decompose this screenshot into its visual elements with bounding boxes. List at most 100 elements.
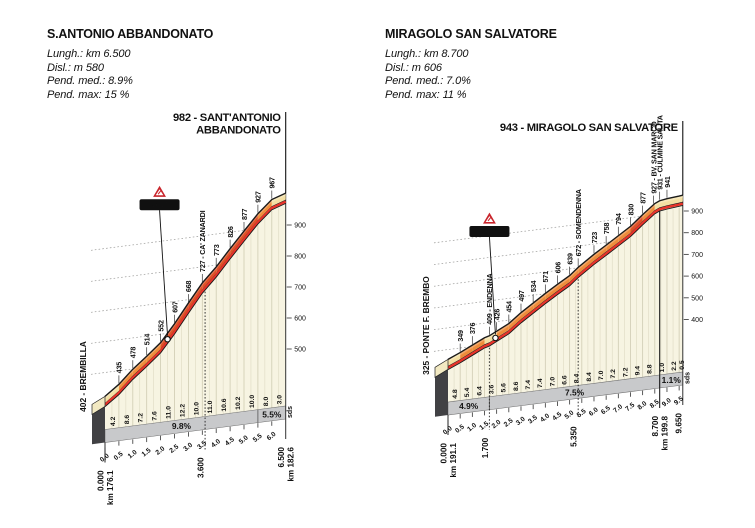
svg-text:500: 500 — [294, 347, 306, 354]
svg-text:478: 478 — [129, 347, 138, 359]
watermark-0: sds — [287, 406, 294, 418]
svg-text:1.0: 1.0 — [466, 422, 478, 433]
svg-text:982 - SANT'ANTONIO: 982 - SANT'ANTONIO — [173, 112, 281, 124]
svg-text:514: 514 — [143, 334, 152, 346]
svg-text:1.1%: 1.1% — [662, 375, 682, 385]
svg-text:7.4: 7.4 — [525, 380, 532, 390]
svg-text:3.0: 3.0 — [277, 395, 284, 405]
max-gradient-sign-1: max 11% — [469, 211, 510, 342]
svg-text:6.6: 6.6 — [562, 375, 569, 385]
svg-text:3.5: 3.5 — [196, 440, 208, 451]
climb-title: S.ANTONIO ABBANDONATO — [47, 27, 214, 41]
stat-length: Lungh.: km 6.500 — [47, 48, 131, 60]
svg-text:7.0: 7.0 — [549, 377, 556, 387]
svg-text:7.2: 7.2 — [610, 369, 617, 379]
svg-text:4.9%: 4.9% — [459, 401, 479, 411]
svg-text:sds: sds — [287, 406, 294, 418]
svg-text:8.700: 8.700 — [651, 416, 660, 437]
svg-text:4.8: 4.8 — [452, 389, 459, 399]
svg-text:900: 900 — [691, 209, 703, 216]
svg-text:5.4: 5.4 — [464, 388, 471, 398]
svg-text:435: 435 — [115, 362, 124, 374]
svg-text:826: 826 — [226, 226, 235, 238]
svg-text:409 - ENDENNA: 409 - ENDENNA — [485, 273, 494, 324]
svg-text:6.500: 6.500 — [277, 447, 286, 468]
svg-text:km 182.6: km 182.6 — [287, 447, 296, 482]
svg-text:967: 967 — [268, 177, 277, 189]
route-labels-0: 435 478 514 552 607 668 727 - CA' ZANARDI 773 82… — [115, 177, 277, 384]
svg-text:7.0: 7.0 — [612, 403, 624, 414]
svg-text:4.0: 4.0 — [539, 413, 551, 424]
svg-text:497: 497 — [517, 290, 526, 302]
svg-text:12.2: 12.2 — [179, 404, 186, 417]
svg-text:km 199.8: km 199.8 — [661, 416, 670, 451]
svg-text:723: 723 — [590, 232, 599, 244]
svg-text:606: 606 — [553, 262, 562, 274]
svg-text:km 176.1: km 176.1 — [106, 470, 115, 505]
svg-text:0.5: 0.5 — [113, 451, 125, 462]
svg-text:773: 773 — [212, 244, 221, 256]
stat-max-gradient: Pend. max: 15 % — [47, 88, 130, 101]
svg-text:3.0: 3.0 — [182, 442, 194, 453]
svg-text:10.2: 10.2 — [235, 396, 242, 409]
svg-text:8.6: 8.6 — [124, 415, 131, 425]
svg-text:426: 426 — [492, 309, 501, 321]
svg-text:1.0: 1.0 — [127, 449, 139, 460]
svg-text:454: 454 — [505, 301, 514, 313]
svg-text:600: 600 — [294, 316, 306, 323]
svg-text:5.0: 5.0 — [564, 409, 576, 420]
svg-text:8.4: 8.4 — [574, 374, 581, 384]
road-0 — [104, 192, 287, 408]
summit-1: 943 - MIRAGOLO SAN SALVATORE — [500, 121, 684, 196]
svg-text:5.6: 5.6 — [501, 383, 508, 393]
stat-elevation-gain: Disl.: m 606 — [385, 61, 442, 74]
svg-text:3.6: 3.6 — [489, 384, 496, 394]
svg-text:3.0: 3.0 — [515, 416, 527, 427]
svg-text:927 - BV. SAN MARCO: 927 - BV. SAN MARCO — [649, 121, 658, 194]
svg-text:668: 668 — [184, 280, 193, 292]
max-gradient-sign-0: max 15% — [139, 184, 180, 343]
svg-text:800: 800 — [294, 254, 306, 261]
svg-text:1.5: 1.5 — [141, 447, 153, 458]
svg-text:2.0: 2.0 — [491, 419, 503, 430]
gradient-values-1: 4.8 5.4 6.4 3.6 5.6 8.6 7.4 7.4 7.0 6.6 8.4 8.4 7.0 7… — [452, 360, 686, 399]
svg-text:10.6: 10.6 — [221, 398, 228, 411]
svg-text:758: 758 — [602, 223, 611, 235]
svg-text:325 - PONTE F. BREMBO: 325 - PONTE F. BREMBO — [421, 276, 431, 375]
svg-text:600: 600 — [691, 274, 703, 281]
stat-avg-gradient: Pend. med.: 7.0% — [385, 75, 471, 87]
svg-text:5.5: 5.5 — [252, 433, 264, 444]
max-gradient-point-0 — [164, 335, 171, 343]
svg-text:607: 607 — [170, 301, 179, 313]
climb-title: MIRAGOLO SAN SALVATORE — [385, 27, 557, 41]
svg-text:6.4: 6.4 — [476, 386, 483, 396]
svg-text:6.0: 6.0 — [588, 406, 600, 417]
svg-text:2.2: 2.2 — [671, 361, 678, 371]
svg-text:8.0: 8.0 — [637, 400, 649, 411]
distance-marker-labels-1: 0.000 km 191.1 1.700 5.350 8.700 km 199.8 9.65… — [440, 413, 684, 478]
svg-text:800: 800 — [691, 230, 703, 237]
stat-length: Lungh.: km 8.700 — [385, 48, 469, 60]
svg-text:8.8: 8.8 — [647, 364, 654, 374]
svg-text:400: 400 — [691, 317, 703, 324]
svg-text:0.000: 0.000 — [440, 443, 449, 464]
terrain-fill-0 — [105, 199, 286, 430]
svg-text:1.700: 1.700 — [481, 437, 490, 458]
svg-text:571: 571 — [541, 271, 550, 283]
svg-text:639: 639 — [565, 253, 574, 265]
svg-text:931 - CULMINE SALITA: 931 - CULMINE SALITA — [655, 115, 664, 190]
svg-text:0.0: 0.0 — [99, 452, 111, 463]
max-gradient-point-1 — [492, 334, 499, 342]
svg-text:552: 552 — [156, 320, 165, 332]
stat-max-gradient: Pend. max: 11 % — [385, 88, 467, 101]
svg-text:9.4: 9.4 — [635, 366, 642, 376]
svg-text:500: 500 — [691, 295, 703, 302]
svg-text:0.5: 0.5 — [454, 423, 466, 434]
svg-text:km 191.1: km 191.1 — [449, 443, 458, 478]
terrain-fill-1 — [448, 201, 683, 403]
svg-text:7.5%: 7.5% — [565, 387, 585, 397]
svg-text:402 - BREMBILLA: 402 - BREMBILLA — [78, 341, 88, 412]
svg-text:11.0: 11.0 — [166, 406, 173, 419]
